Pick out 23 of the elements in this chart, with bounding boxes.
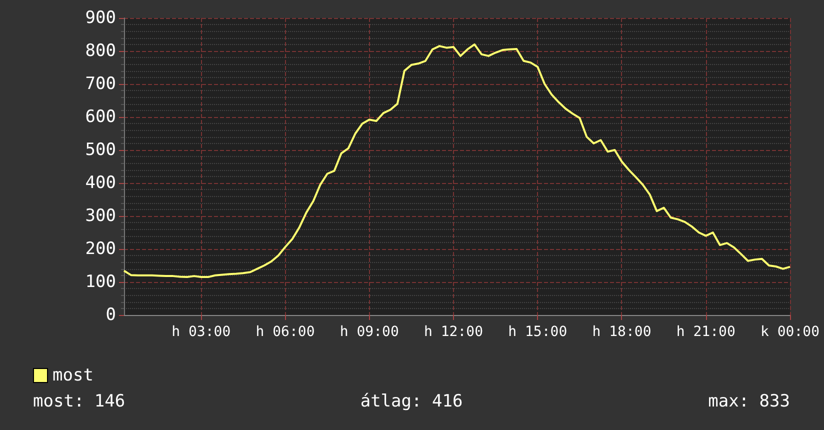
x-tick-label: h 09:00 — [340, 324, 399, 340]
text: átlag: 416 — [360, 392, 463, 412]
x-tick-label: h 15:00 — [508, 324, 568, 340]
y-tick-label: 0 — [106, 305, 116, 325]
y-tick-label: 800 — [85, 41, 116, 61]
x-tick-label: h 18:00 — [592, 324, 652, 340]
y-tick-label: 200 — [85, 239, 116, 259]
line-series — [123, 43, 791, 278]
x-tick-label: k 00:00 — [760, 324, 820, 340]
legend-label: most — [52, 366, 94, 386]
x-tick-label: h 06:00 — [256, 324, 315, 340]
y-tick-label: 400 — [85, 173, 116, 193]
x-tick-label: h 21:00 — [676, 324, 736, 340]
y-tick-label: 900 — [85, 8, 116, 28]
text: max: 833 — [708, 392, 790, 412]
y-tick-label: 100 — [85, 272, 116, 292]
y-tick-label: 500 — [85, 140, 116, 160]
text: most: 146 — [33, 392, 126, 412]
y-tick-label: 300 — [85, 206, 116, 226]
y-tick-label: 700 — [85, 74, 116, 94]
x-tick-label: h 03:00 — [172, 324, 231, 340]
x-tick-label: h 12:00 — [424, 324, 484, 340]
y-tick-label: 600 — [85, 107, 116, 127]
